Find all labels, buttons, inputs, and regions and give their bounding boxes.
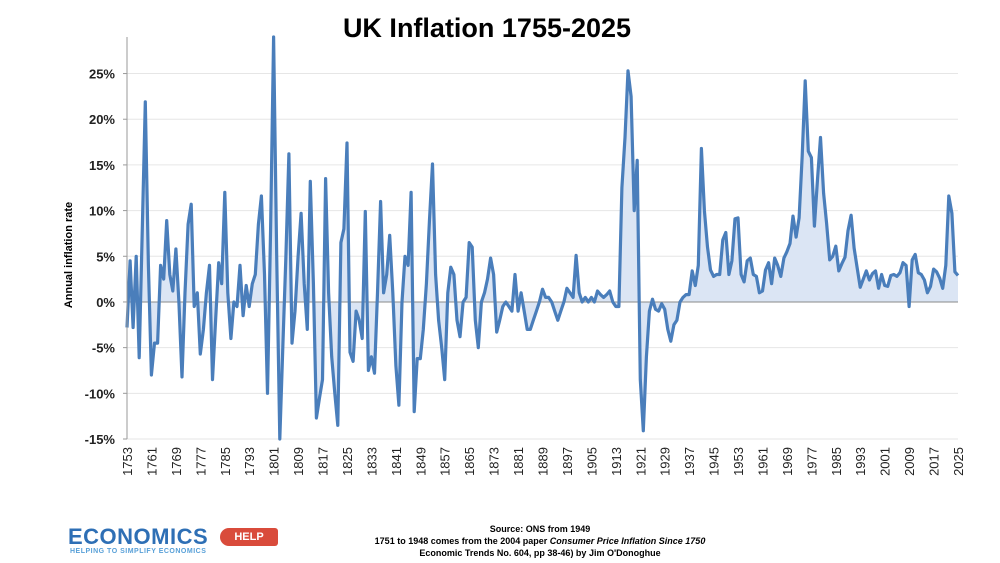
x-tick-label: 1945 (707, 447, 722, 476)
logo-wordmark: ECONOMICS (68, 524, 209, 549)
source-line-2-text: 1751 to 1948 comes from the 2004 paper (374, 536, 550, 546)
x-tick-label: 1921 (633, 447, 648, 476)
x-tick-label: 2009 (902, 447, 917, 476)
x-tick-label: 1793 (242, 447, 257, 476)
x-tick-label: 1937 (682, 447, 697, 476)
chart-title: UK Inflation 1755-2025 (343, 13, 631, 43)
x-tick-label: 2001 (878, 447, 893, 476)
x-tick-label: 1929 (658, 447, 673, 476)
x-tick-label: 1865 (462, 447, 477, 476)
y-tick-label: -5% (92, 341, 116, 356)
y-tick-label: 15% (89, 158, 115, 173)
y-axis-label: Annual inflation rate (63, 202, 75, 308)
x-tick-label: 1753 (120, 447, 135, 476)
x-tick-label: 1825 (340, 447, 355, 476)
economics-help-logo: ECONOMICS HELP HELPING TO SIMPLIFY ECONO… (68, 524, 288, 558)
x-tick-label: 1873 (487, 447, 502, 476)
source-line-2: 1751 to 1948 comes from the 2004 paper C… (300, 535, 780, 547)
x-tick-label: 1857 (438, 447, 453, 476)
y-tick-label: 20% (89, 112, 115, 127)
x-tick-label: 1961 (756, 447, 771, 476)
y-tick-label: 5% (96, 249, 115, 264)
x-tick-label: 1817 (316, 447, 331, 476)
source-note: Source: ONS from 1949 1751 to 1948 comes… (300, 523, 780, 559)
x-tick-label: 1785 (218, 447, 233, 476)
x-tick-label: 1969 (780, 447, 795, 476)
x-tick-label: 1777 (193, 447, 208, 476)
source-line-1: Source: ONS from 1949 (489, 524, 591, 534)
x-tick-label: 1977 (804, 447, 819, 476)
x-tick-label: 1833 (364, 447, 379, 476)
x-tick-label: 2025 (951, 447, 966, 476)
x-tick-label: 1809 (291, 447, 306, 476)
x-tick-label: 1993 (853, 447, 868, 476)
x-tick-label: 1889 (536, 447, 551, 476)
y-tick-label: 10% (89, 204, 115, 219)
x-tick-label: 1897 (560, 447, 575, 476)
x-tick-label: 1849 (413, 447, 428, 476)
x-tick-label: 1801 (267, 447, 282, 476)
x-tick-label: 1769 (169, 447, 184, 476)
source-paper-title: Consumer Price Inflation Since 1750 (549, 536, 706, 546)
y-tick-label: 25% (89, 67, 115, 82)
x-axis-ticks: 1753 1761 1769 1777 1785 1793 1801 1809 1817 1825… (120, 447, 966, 476)
series-line-inflation (125, 35, 960, 441)
inflation-area-fill (127, 37, 958, 439)
x-tick-label: 1905 (584, 447, 599, 476)
y-tick-label: -10% (85, 386, 116, 401)
x-tick-label: 1841 (389, 447, 404, 476)
x-tick-label: 1985 (829, 447, 844, 476)
logo-help-badge: HELP (220, 528, 278, 546)
x-tick-label: 2017 (927, 447, 942, 476)
y-tick-label: 0% (96, 295, 115, 310)
y-tick-label: -15% (85, 432, 116, 447)
x-tick-label: 1953 (731, 447, 746, 476)
logo-tagline: HELPING TO SIMPLIFY ECONOMICS (70, 548, 207, 555)
inflation-chart: UK Inflation 1755-2025 Annual inflation … (63, 13, 966, 476)
source-line-3: Economic Trends No. 604, pp 38-46) by Ji… (419, 548, 661, 558)
x-tick-label: 1913 (609, 447, 624, 476)
x-tick-label: 1881 (511, 447, 526, 476)
y-axis-ticks: -15% -10% -5% 0% 5% 10% 15% 20% 25% (85, 67, 127, 447)
x-tick-label: 1761 (144, 447, 159, 476)
